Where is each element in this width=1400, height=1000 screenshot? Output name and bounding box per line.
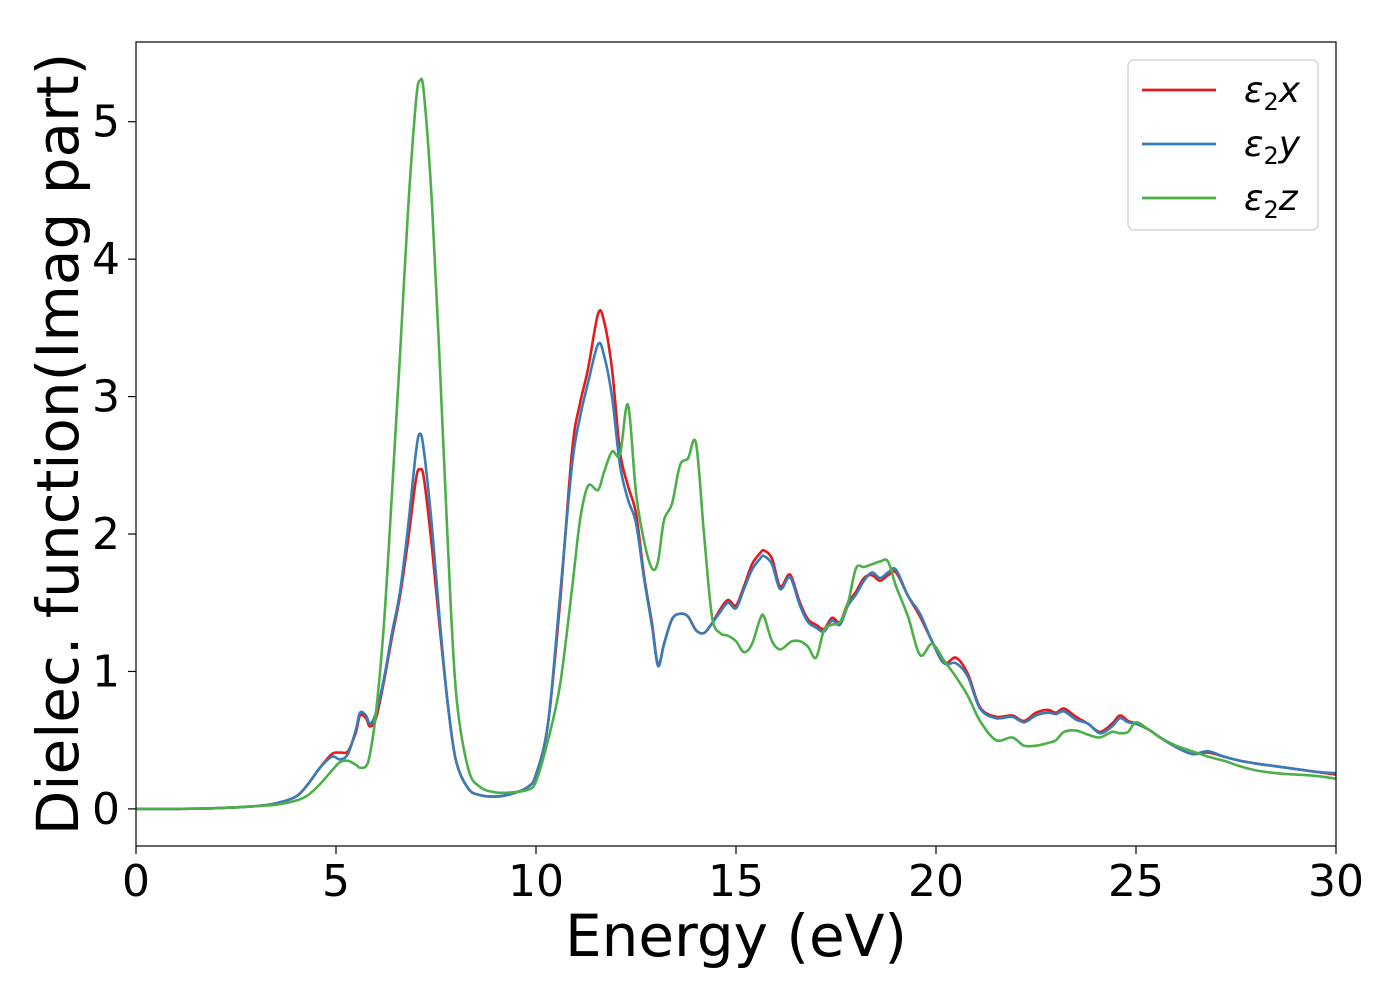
x-axis-ticks: 0 5 10 15 20 25 30 bbox=[122, 846, 1364, 907]
x-tick-label: 0 bbox=[122, 856, 150, 907]
legend-label-z: ε2z bbox=[1244, 178, 1299, 224]
x-tick-label: 25 bbox=[1108, 856, 1164, 907]
legend: ε2x ε2y ε2z bbox=[1127, 59, 1319, 231]
x-axis-label: Energy (eV) bbox=[565, 902, 907, 970]
legend-label-x: ε2x bbox=[1244, 70, 1301, 116]
y-tick-label: 4 bbox=[92, 234, 120, 285]
y-tick-label: 3 bbox=[92, 372, 120, 423]
series-line-z bbox=[136, 77, 1336, 811]
y-tick-label: 1 bbox=[92, 646, 120, 697]
legend-label-y: ε2y bbox=[1244, 124, 1301, 170]
legend-box bbox=[1127, 59, 1319, 231]
x-tick-label: 20 bbox=[908, 856, 964, 907]
series-layer bbox=[136, 77, 1336, 811]
x-tick-label: 15 bbox=[708, 856, 764, 907]
x-tick-label: 10 bbox=[508, 856, 564, 907]
y-tick-label: 0 bbox=[92, 784, 120, 835]
x-tick-label: 30 bbox=[1308, 856, 1364, 907]
series-line-y bbox=[136, 341, 1336, 811]
y-tick-label: 5 bbox=[92, 97, 120, 148]
y-axis-label: Dielec. function(Imag part) bbox=[24, 53, 92, 836]
x-tick-label: 5 bbox=[322, 856, 350, 907]
y-axis-ticks: 0 1 2 3 4 5 bbox=[92, 97, 136, 835]
y-tick-label: 2 bbox=[92, 509, 120, 560]
